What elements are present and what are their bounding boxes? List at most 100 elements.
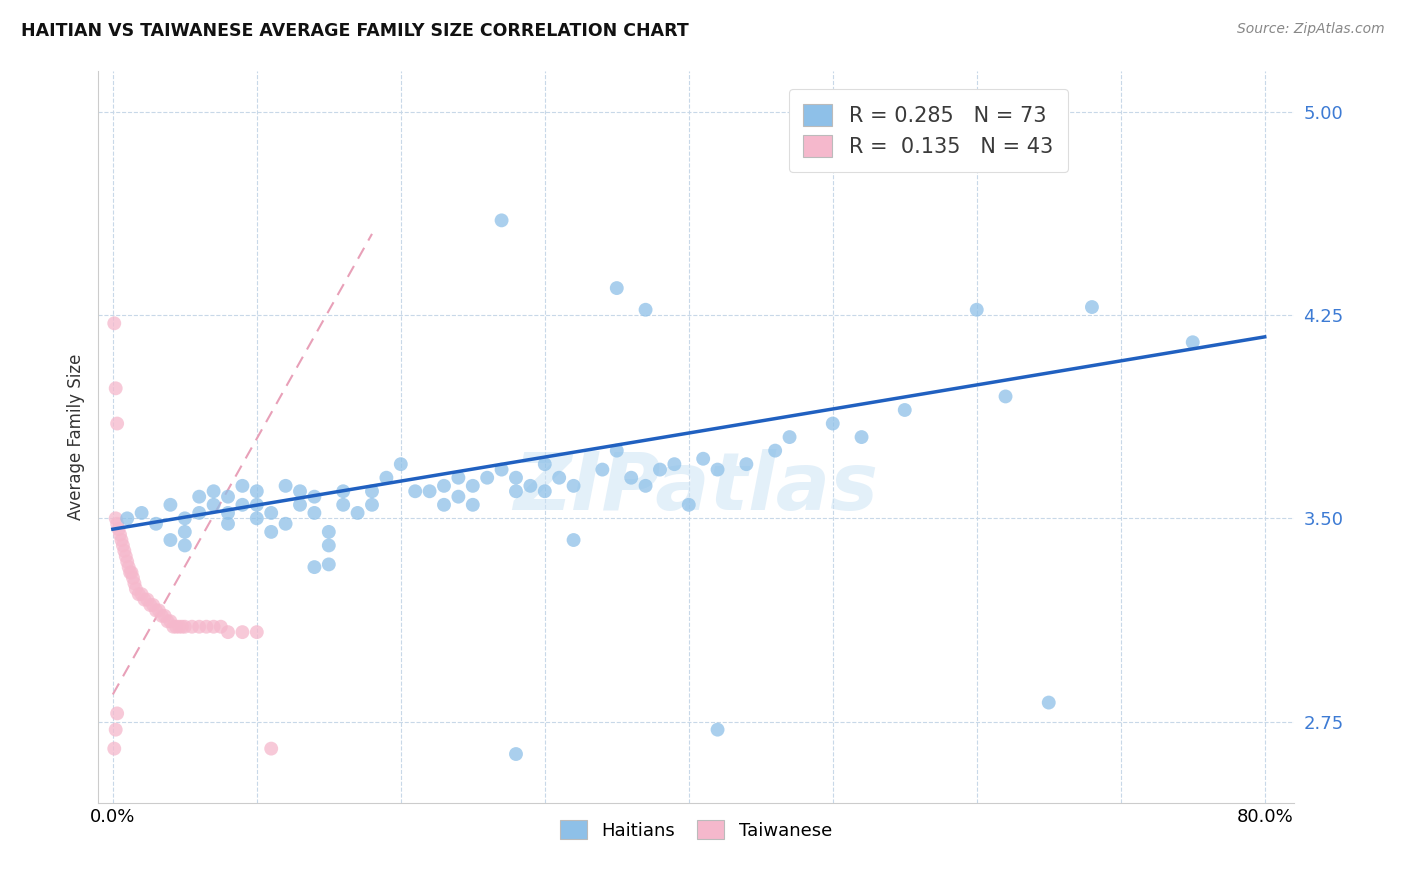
Point xyxy=(142,598,165,612)
Point xyxy=(139,598,162,612)
Point xyxy=(288,498,311,512)
Point xyxy=(217,490,239,504)
Point xyxy=(505,471,527,485)
Point xyxy=(821,417,844,431)
Point xyxy=(145,516,167,531)
Point xyxy=(217,506,239,520)
Point xyxy=(664,457,686,471)
Point xyxy=(389,457,412,471)
Point xyxy=(375,471,398,485)
Legend: Haitians, Taiwanese: Haitians, Taiwanese xyxy=(551,811,841,848)
Point xyxy=(260,506,283,520)
Point xyxy=(108,527,131,541)
Point xyxy=(332,484,354,499)
Point xyxy=(433,498,456,512)
Text: Source: ZipAtlas.com: Source: ZipAtlas.com xyxy=(1237,22,1385,37)
Point xyxy=(125,582,148,596)
Point xyxy=(120,566,142,580)
Point xyxy=(318,558,340,572)
Point xyxy=(1081,300,1104,314)
Point xyxy=(304,490,326,504)
Point xyxy=(533,484,555,499)
Point xyxy=(1038,696,1060,710)
Point xyxy=(104,723,127,737)
Point xyxy=(893,403,915,417)
Point xyxy=(779,430,801,444)
Point xyxy=(260,741,283,756)
Point xyxy=(188,506,211,520)
Point xyxy=(202,484,225,499)
Point xyxy=(181,620,204,634)
Point xyxy=(304,506,326,520)
Point xyxy=(246,511,269,525)
Point xyxy=(162,620,184,634)
Point xyxy=(167,620,190,634)
Point xyxy=(404,484,426,499)
Point xyxy=(274,516,297,531)
Point xyxy=(246,484,269,499)
Point xyxy=(209,620,232,634)
Point xyxy=(110,533,132,547)
Point xyxy=(105,417,128,431)
Point xyxy=(153,608,176,623)
Point xyxy=(692,451,714,466)
Point xyxy=(195,620,218,634)
Point xyxy=(231,479,253,493)
Point xyxy=(188,490,211,504)
Point xyxy=(217,625,239,640)
Point xyxy=(505,484,527,499)
Point xyxy=(134,592,156,607)
Point xyxy=(634,479,657,493)
Point xyxy=(966,302,988,317)
Point xyxy=(173,524,195,539)
Point xyxy=(447,490,470,504)
Point xyxy=(491,462,513,476)
Point xyxy=(851,430,873,444)
Point xyxy=(246,625,269,640)
Point xyxy=(634,302,657,317)
Point xyxy=(419,484,441,499)
Point xyxy=(606,281,628,295)
Point xyxy=(173,538,195,552)
Point xyxy=(121,566,143,580)
Point xyxy=(548,471,571,485)
Point xyxy=(994,389,1017,403)
Point xyxy=(332,498,354,512)
Point xyxy=(1181,335,1204,350)
Point xyxy=(288,484,311,499)
Y-axis label: Average Family Size: Average Family Size xyxy=(66,354,84,520)
Point xyxy=(533,457,555,471)
Point xyxy=(173,620,195,634)
Point xyxy=(763,443,786,458)
Text: HAITIAN VS TAIWANESE AVERAGE FAMILY SIZE CORRELATION CHART: HAITIAN VS TAIWANESE AVERAGE FAMILY SIZE… xyxy=(21,22,689,40)
Point xyxy=(620,471,643,485)
Point xyxy=(260,524,283,539)
Point xyxy=(591,462,613,476)
Point xyxy=(505,747,527,761)
Point xyxy=(131,506,153,520)
Point xyxy=(136,592,159,607)
Point xyxy=(103,741,125,756)
Point xyxy=(173,511,195,525)
Text: ZIPatlas: ZIPatlas xyxy=(513,450,879,527)
Point xyxy=(124,576,146,591)
Point xyxy=(104,511,127,525)
Point xyxy=(678,498,700,512)
Point xyxy=(246,498,269,512)
Point xyxy=(122,571,145,585)
Point xyxy=(150,608,173,623)
Point xyxy=(562,479,585,493)
Point xyxy=(231,498,253,512)
Point xyxy=(111,538,134,552)
Point xyxy=(706,462,728,476)
Point xyxy=(114,549,136,564)
Point xyxy=(562,533,585,547)
Point xyxy=(318,538,340,552)
Point xyxy=(461,479,484,493)
Point xyxy=(107,522,129,536)
Point xyxy=(131,587,153,601)
Point xyxy=(648,462,671,476)
Point xyxy=(115,555,138,569)
Point xyxy=(159,533,181,547)
Point xyxy=(188,620,211,634)
